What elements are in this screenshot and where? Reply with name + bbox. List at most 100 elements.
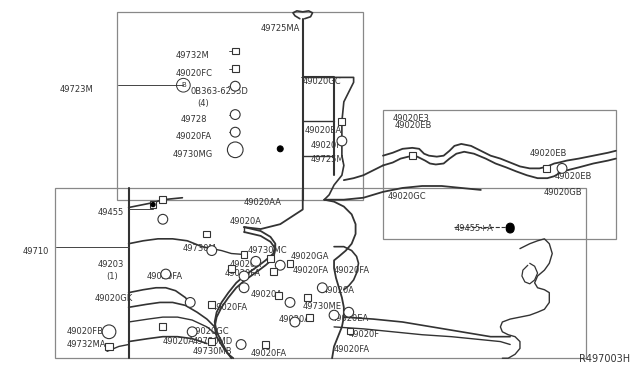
Text: 49020GB: 49020GB: [543, 188, 582, 197]
Bar: [105, 343, 113, 350]
Text: 49020EB: 49020EB: [554, 172, 591, 181]
Bar: [209, 338, 215, 345]
Text: 49020FA: 49020FA: [175, 132, 212, 141]
Circle shape: [275, 260, 285, 270]
Bar: [543, 165, 550, 172]
Text: 49020FA: 49020FA: [225, 269, 260, 278]
Circle shape: [227, 142, 243, 158]
Circle shape: [161, 269, 171, 279]
Bar: [287, 260, 294, 267]
Bar: [267, 255, 274, 262]
Text: 49020AA: 49020AA: [244, 198, 282, 207]
Circle shape: [506, 225, 514, 233]
Text: 49020FA: 49020FA: [212, 304, 248, 312]
Bar: [241, 251, 248, 258]
Text: 49020EA: 49020EA: [332, 314, 369, 323]
Bar: [55, 188, 586, 358]
Bar: [159, 324, 166, 330]
Text: 49020F: 49020F: [349, 330, 380, 339]
Circle shape: [285, 298, 295, 307]
Circle shape: [239, 271, 249, 281]
Text: 49020E3: 49020E3: [393, 113, 429, 123]
Text: 49020GA: 49020GA: [291, 251, 330, 260]
Text: 49455+A: 49455+A: [454, 224, 493, 233]
Circle shape: [230, 110, 240, 119]
Text: 49730MG: 49730MG: [173, 150, 213, 159]
Circle shape: [207, 246, 217, 256]
Circle shape: [102, 325, 116, 339]
Circle shape: [239, 283, 249, 293]
Text: 49020FA: 49020FA: [334, 266, 370, 275]
Circle shape: [277, 146, 283, 152]
Bar: [275, 292, 282, 299]
Circle shape: [344, 307, 354, 317]
Circle shape: [230, 81, 240, 91]
Text: 49020FA: 49020FA: [334, 344, 370, 353]
Text: 49730ME: 49730ME: [303, 302, 342, 311]
Text: 49020GC: 49020GC: [303, 77, 341, 86]
Circle shape: [317, 283, 327, 293]
Circle shape: [230, 127, 240, 137]
Text: 49203: 49203: [97, 260, 124, 269]
Bar: [228, 265, 235, 272]
Text: 49020EB: 49020EB: [530, 149, 567, 158]
Circle shape: [158, 214, 168, 224]
Text: 49730MC: 49730MC: [248, 246, 287, 255]
Bar: [306, 314, 313, 321]
Circle shape: [251, 256, 260, 266]
Text: 49455: 49455: [97, 208, 124, 217]
Text: 49020GC: 49020GC: [388, 192, 426, 201]
Text: 49725M: 49725M: [310, 155, 344, 164]
Bar: [383, 110, 616, 239]
Bar: [232, 48, 239, 54]
Circle shape: [188, 327, 197, 337]
Text: (4): (4): [197, 99, 209, 108]
Circle shape: [236, 340, 246, 349]
Text: 49725MA: 49725MA: [260, 23, 300, 33]
Circle shape: [290, 317, 300, 327]
Text: 49710: 49710: [23, 247, 49, 256]
Bar: [409, 152, 416, 159]
Text: 49020FA: 49020FA: [251, 349, 287, 358]
Text: 49730MB: 49730MB: [192, 347, 232, 356]
Bar: [232, 65, 239, 72]
Circle shape: [337, 136, 347, 146]
Text: 49730MD: 49730MD: [192, 337, 232, 346]
Bar: [270, 268, 277, 275]
Bar: [117, 12, 364, 200]
Bar: [262, 341, 269, 348]
Text: 49730M: 49730M: [182, 244, 216, 253]
Text: 49020A: 49020A: [163, 337, 195, 346]
Text: 49020F: 49020F: [310, 141, 342, 150]
Text: 49728: 49728: [180, 115, 207, 124]
Bar: [150, 201, 156, 208]
Text: 0B363-6255D: 0B363-6255D: [190, 87, 248, 96]
Circle shape: [506, 223, 514, 231]
Text: 49020A: 49020A: [229, 217, 261, 226]
Text: 49020A: 49020A: [229, 260, 261, 269]
Text: 49020A: 49020A: [323, 286, 355, 295]
Bar: [209, 301, 215, 308]
Text: 49020A: 49020A: [278, 315, 310, 324]
Bar: [347, 328, 353, 334]
Text: 49723M: 49723M: [60, 85, 94, 94]
Text: 49020EA: 49020EA: [305, 126, 342, 135]
Bar: [204, 231, 211, 237]
Bar: [159, 196, 166, 203]
Bar: [304, 294, 311, 301]
Text: 49020FA: 49020FA: [146, 272, 182, 281]
Text: 49020A: 49020A: [251, 290, 283, 299]
Circle shape: [329, 310, 339, 320]
Text: 49020FA: 49020FA: [293, 266, 329, 275]
Text: R497003H: R497003H: [579, 354, 630, 364]
Text: 49020FB: 49020FB: [67, 327, 104, 336]
Circle shape: [186, 298, 195, 307]
Circle shape: [151, 203, 155, 206]
Text: 49020FC: 49020FC: [175, 68, 212, 78]
Bar: [339, 118, 346, 125]
Text: B: B: [181, 82, 186, 88]
Circle shape: [557, 164, 567, 173]
Text: 49732M: 49732M: [175, 51, 209, 60]
Text: 49020GC: 49020GC: [190, 327, 229, 336]
Text: 49020GK: 49020GK: [94, 294, 132, 303]
